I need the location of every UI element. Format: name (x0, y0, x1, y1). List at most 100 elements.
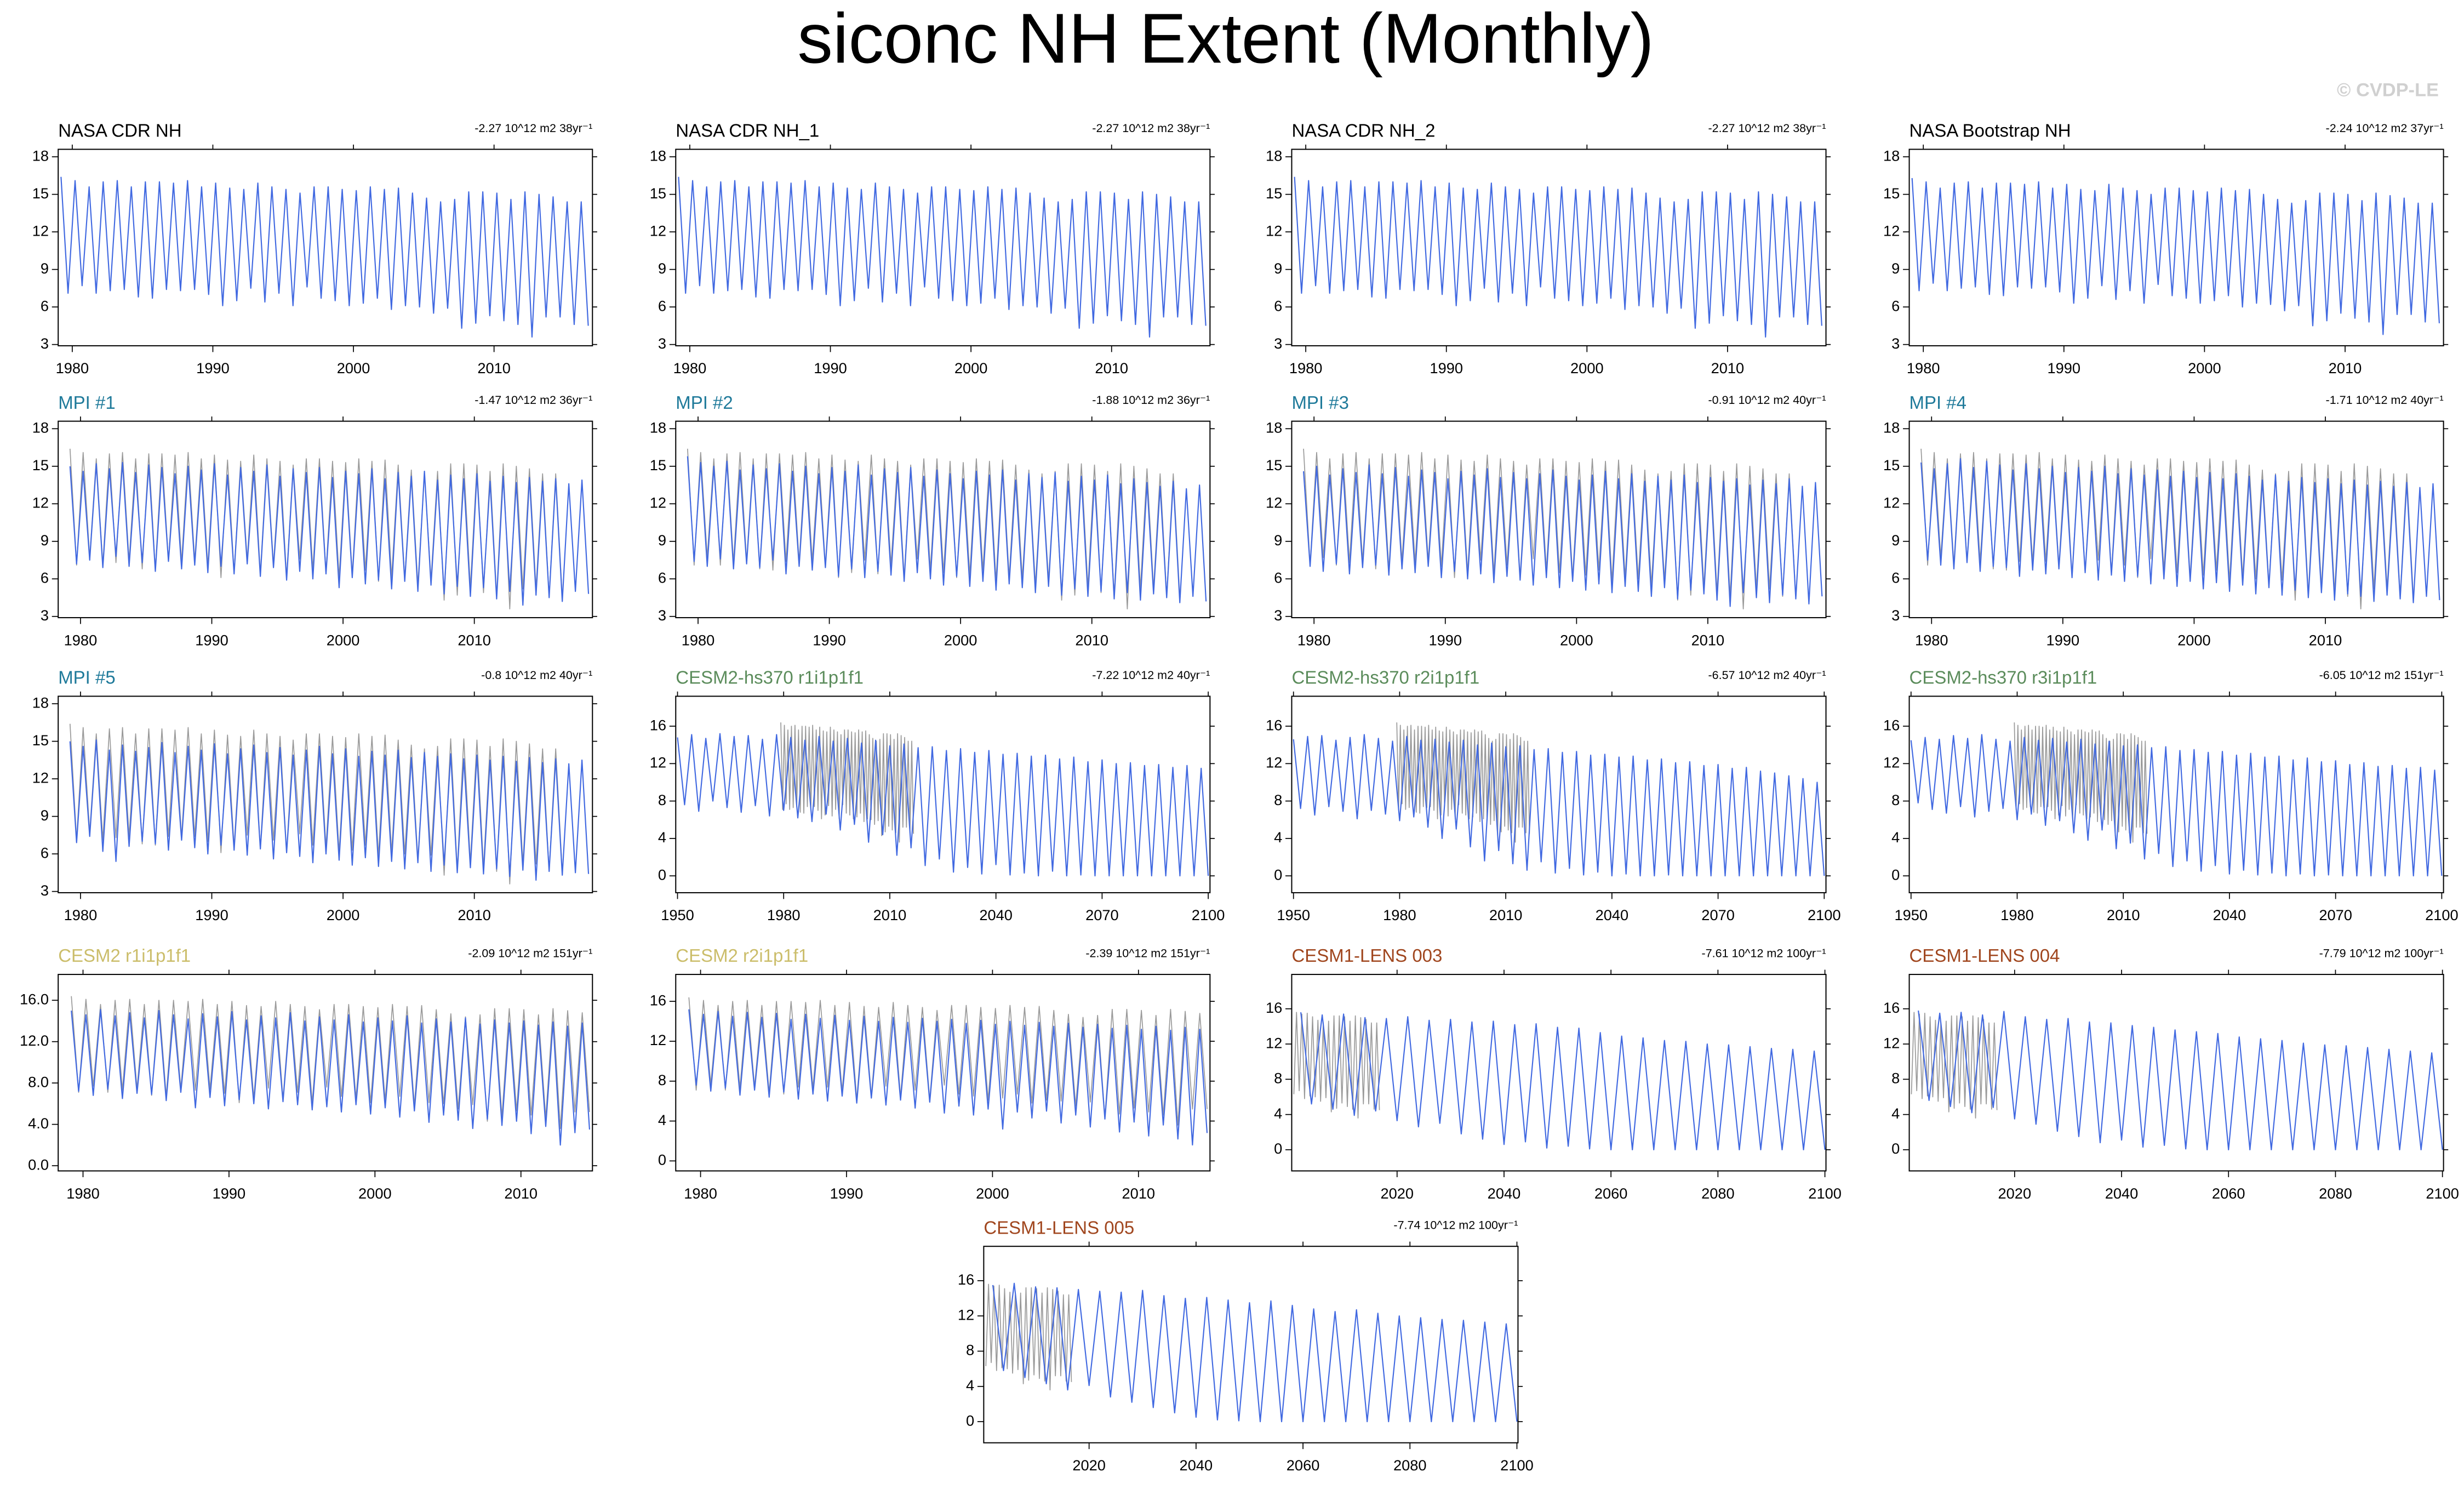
y-tick-label: 18 (1266, 419, 1282, 436)
y-tick-label: 18 (1266, 147, 1282, 164)
y-tick-label: 3 (658, 335, 666, 352)
y-tick-label: 8 (1274, 791, 1282, 808)
panel-title: MPI #1 (58, 392, 115, 413)
plot-frame (675, 420, 1211, 619)
panel-title: CESM1-LENS 005 (984, 1217, 1134, 1237)
y-tick-label: 12 (1883, 222, 1900, 239)
x-tick-label: 2010 (1075, 631, 1108, 648)
data-line (60, 176, 589, 338)
x-tick-label: 1980 (682, 631, 715, 648)
reference-line (985, 1283, 1072, 1391)
y-tick-label: 4 (658, 829, 666, 846)
x-tick-label: 2040 (2105, 1185, 2139, 1202)
y-tick-label: 3 (1891, 335, 1900, 352)
y-tick-label: 16 (1266, 716, 1282, 733)
panel: 3 6 9 12 15 18 1980 1990 2000 2010 NASA CDR NH -2.2… (32, 121, 597, 376)
panel-title: MPI #2 (676, 392, 733, 413)
y-tick-label: 6 (41, 297, 49, 314)
panel: 0 4 8 12 16 1950 1980 2010 2040 2070 2100 CESM2-hs3… (1266, 668, 1841, 924)
y-tick-label: 12 (32, 494, 49, 511)
panel-title: CESM2 r2i1p1f1 (676, 945, 808, 966)
panel: 3 6 9 12 15 18 1980 1990 2000 2010 MPI #3 -0.91 10^… (1266, 392, 1831, 648)
y-tick-label: 12 (650, 222, 666, 239)
y-tick-label: 15 (1883, 185, 1900, 202)
y-tick-label: 6 (41, 844, 49, 861)
y-tick-label: 15 (650, 457, 666, 473)
panel: 3 6 9 12 15 18 1980 1990 2000 2010 NASA CDR NH_2 -2… (1266, 121, 1831, 376)
plot-frame (675, 149, 1211, 346)
y-tick-label: 12 (1883, 754, 1900, 771)
x-tick-label: 2000 (337, 360, 370, 376)
panel-subtitle: -6.57 10^12 m2 40yr⁻¹ (1708, 669, 1826, 682)
reference-line (71, 996, 590, 1129)
data-line (688, 1009, 1208, 1146)
x-tick-label: 2020 (1380, 1185, 1414, 1202)
y-tick-label: 4 (1891, 829, 1900, 846)
x-tick-label: 2010 (1711, 360, 1745, 376)
x-tick-label: 1990 (195, 631, 228, 648)
y-tick-label: 9 (1274, 532, 1282, 549)
y-tick-label: 3 (41, 607, 49, 624)
plot-frame (675, 695, 1211, 893)
plot-frame (1291, 974, 1827, 1172)
y-tick-label: 15 (650, 185, 666, 202)
y-tick-label: 6 (1891, 297, 1900, 314)
plot-frame (58, 149, 593, 346)
y-tick-label: 18 (32, 694, 49, 711)
x-tick-label: 1980 (64, 906, 98, 923)
panel: 3 6 9 12 15 18 1980 1990 2000 2010 NASA CDR NH_1 -2… (650, 121, 1215, 376)
y-tick-label: 8 (1891, 1070, 1900, 1087)
y-tick-label: 3 (41, 882, 49, 899)
x-tick-label: 1990 (196, 360, 230, 376)
y-tick-label: 4.0 (28, 1115, 49, 1132)
y-tick-label: 12 (1266, 494, 1282, 511)
x-tick-label: 2010 (477, 360, 511, 376)
x-tick-label: 2100 (1808, 1185, 1842, 1202)
x-tick-label: 1990 (1428, 631, 1462, 648)
x-tick-label: 1980 (64, 631, 98, 648)
x-tick-label: 1990 (2048, 360, 2081, 376)
plot-frame (1908, 974, 2444, 1172)
panel-title: MPI #3 (1291, 392, 1348, 413)
panel-subtitle: -2.24 10^12 m2 37yr⁻¹ (2326, 122, 2444, 135)
x-tick-label: 1980 (1907, 360, 1940, 376)
y-tick-label: 9 (41, 260, 49, 277)
x-tick-label: 2070 (1085, 906, 1119, 923)
panel-title: CESM2-hs370 r1i1p1f1 (676, 668, 864, 688)
x-tick-label: 1980 (767, 906, 801, 923)
panel-subtitle: -2.27 10^12 m2 38yr⁻¹ (1708, 122, 1826, 135)
reference-line (2014, 722, 2148, 843)
data-line (1302, 464, 1823, 607)
x-tick-label: 2020 (1998, 1185, 2032, 1202)
panel-subtitle: -2.27 10^12 m2 38yr⁻¹ (1092, 122, 1210, 135)
y-tick-label: 0 (1274, 866, 1282, 883)
y-tick-label: 15 (1266, 457, 1282, 473)
data-line (69, 739, 590, 881)
x-tick-label: 2040 (1596, 906, 1629, 923)
plot-frame (1291, 149, 1827, 346)
reference-line (1911, 1012, 1998, 1119)
y-tick-label: 16 (1883, 716, 1900, 733)
x-tick-label: 2000 (358, 1185, 392, 1202)
data-line (1918, 1010, 2443, 1151)
panel-title: NASA CDR NH_1 (676, 121, 819, 141)
data-line (678, 176, 1207, 338)
panel-subtitle: -2.39 10^12 m2 151yr⁻¹ (1085, 946, 1210, 960)
y-tick-label: 4 (1891, 1105, 1900, 1122)
reference-line (1293, 1012, 1380, 1119)
x-tick-label: 2010 (2107, 906, 2140, 923)
x-tick-label: 1990 (2046, 631, 2080, 648)
panel-title: NASA CDR NH_2 (1291, 121, 1435, 141)
panel-subtitle: -6.05 10^12 m2 151yr⁻¹ (2319, 669, 2444, 682)
panel: 0 4 8 12 16 2020 2040 2060 2080 2100 CESM1-LENS 00… (1883, 945, 2459, 1202)
panel: 0 4 8 12 16 1950 1980 2010 2040 2070 2100 CESM2-hs3… (650, 668, 1225, 924)
y-tick-label: 6 (41, 569, 49, 586)
x-tick-label: 2100 (2425, 906, 2459, 923)
x-tick-label: 2000 (327, 631, 360, 648)
y-tick-label: 18 (650, 147, 666, 164)
y-tick-label: 6 (1274, 297, 1282, 314)
x-tick-label: 1980 (56, 360, 89, 376)
y-tick-label: 8 (1274, 1070, 1282, 1087)
